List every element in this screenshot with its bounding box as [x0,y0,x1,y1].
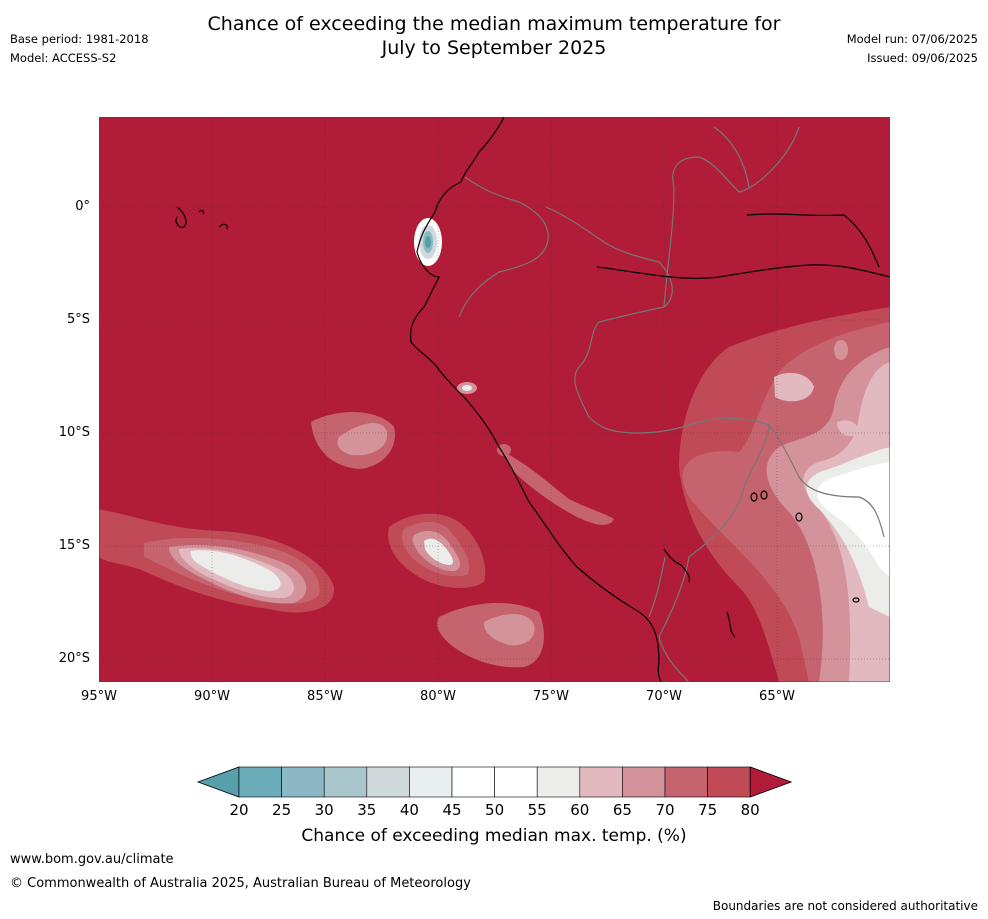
lat-label: 15°S [58,538,90,553]
colorbar-segment [409,766,453,798]
colorbar-under-arrow [196,766,240,798]
probability-region-east [679,307,890,682]
lon-label: 90°W [194,689,230,704]
colorbar-segment [579,766,623,798]
probability-region-south [437,602,544,668]
lon-label: 85°W [307,689,343,704]
disclaimer-text: Boundaries are not considered authoritat… [712,899,978,913]
probability-region-west [99,509,335,613]
colorbar-tick-label: 20 [229,801,249,819]
lon-label: 75°W [533,689,569,704]
probability-spots-coastal [457,382,511,456]
colorbar [196,766,793,798]
lon-label: 70°W [646,689,682,704]
colorbar-label: Chance of exceeding median max. temp. (%… [301,826,687,846]
website-link: www.bom.gov.au/climate [10,852,174,867]
country-borders [458,126,885,682]
chart-title: Chance of exceeding the median maximum t… [0,12,988,60]
lon-label: 95°W [81,689,117,704]
colorbar-tick-label: 60 [570,801,590,819]
title-line-2: July to September 2025 [381,37,607,59]
colorbar-tick-label: 25 [272,801,292,819]
forecast-map [99,117,890,682]
colorbar-tick-label: 65 [612,801,632,819]
copyright-text: © Commonwealth of Australia 2025, Austra… [10,876,471,891]
colorbar-segment [536,766,581,798]
colorbar-segment [281,766,325,798]
colorbar-tick-label: 35 [357,801,377,819]
probability-region-peru-streak [504,452,614,525]
lat-label: 20°S [58,651,90,666]
probability-region-ecuador-coast [414,218,442,266]
colorbar-over-arrow [749,766,793,798]
coastlines [175,117,890,682]
colorbar-tick-label: 30 [314,801,334,819]
lat-label: 0° [75,199,90,214]
colorbar-tick-label: 40 [399,801,419,819]
probability-region-central [311,411,395,469]
probability-region-south-central [388,513,486,589]
colorbar-segment [707,766,751,798]
issued-date: Issued: 09/06/2025 [867,51,978,65]
title-line-1: Chance of exceeding the median maximum t… [207,13,781,35]
colorbar-tick-label: 50 [485,801,505,819]
colorbar-tick-label: 80 [740,801,760,819]
map-gridlines [99,117,890,682]
colorbar-tick-label: 45 [442,801,462,819]
lon-label: 65°W [759,689,795,704]
base-period: Base period: 1981-2018 [10,32,149,46]
colorbar-tick-label: 75 [698,801,718,819]
colorbar-segment [451,766,495,798]
colorbar-segment [323,766,368,798]
colorbar-segment [238,766,282,798]
colorbar-segment [494,766,538,798]
lat-label: 5°S [66,312,90,327]
meta-right: Model run: 07/06/2025 Issued: 09/06/2025 [847,30,978,68]
colorbar-segment [366,766,410,798]
colorbar-tick-label: 70 [655,801,675,819]
meta-left: Base period: 1981-2018 Model: ACCESS-S2 [10,30,149,68]
colorbar-tick-label: 55 [527,801,547,819]
lon-label: 80°W [420,689,456,704]
model-name: Model: ACCESS-S2 [10,51,117,65]
lat-label: 10°S [58,425,90,440]
colorbar-segment [664,766,708,798]
model-run: Model run: 07/06/2025 [846,32,978,46]
colorbar-segment [622,766,666,798]
